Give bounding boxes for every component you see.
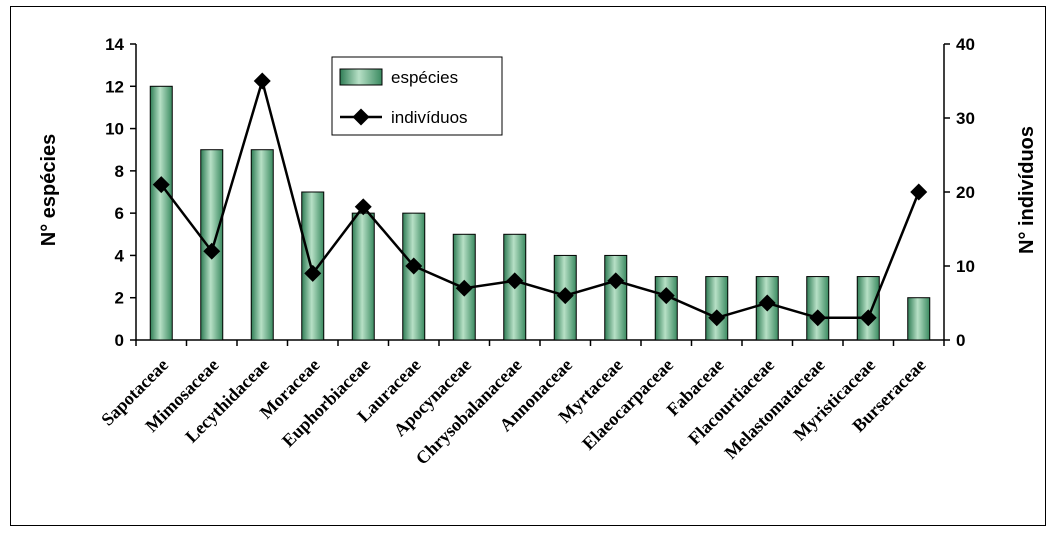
y-tick-label: 14 [105,35,124,54]
y-tick-label: 2 [115,289,124,308]
line-point [910,183,928,201]
legend-marker [352,108,370,126]
line-point [506,272,524,290]
tick-labels: 0 2 4 6 8 10 12 14 0 10 20 30 40 [105,35,975,350]
bar [705,276,729,341]
bar [149,85,173,341]
bar [250,149,274,341]
line-point [304,264,322,282]
y2-axis-title: N° indivíduos [1016,126,1038,254]
line-series [152,72,928,327]
legend: espécies indivíduos [331,56,503,136]
line-point [152,176,170,194]
line-point [405,257,423,275]
bar [907,297,931,341]
category-label: Elaeocarpaceae [578,355,677,454]
bar [402,212,426,341]
y-tick-label: 8 [115,162,124,181]
y-tick-label: 10 [105,120,124,139]
line-point [708,309,726,327]
line-point [354,198,372,216]
bar [604,254,628,341]
line-point [607,272,625,290]
bar [856,276,880,341]
legend-label-especies: espécies [391,68,458,87]
y-tick-label: 0 [115,331,124,350]
y-axis-title: N° espécies [38,134,60,247]
y-tick-label: 4 [115,246,125,265]
bar [654,276,678,341]
category-labels: SapotaceaeMimosaceaeLecythidaceaeMoracea… [97,355,929,469]
bar-series [149,85,931,341]
chart-frame [10,6,1046,526]
y-tick-label: 6 [115,204,124,223]
y2-tick-label: 0 [956,331,965,350]
line-point [455,279,473,297]
legend-label-individuos: indivíduos [391,108,468,127]
bar [351,212,375,341]
y2-tick-label: 40 [956,35,975,54]
category-label: Euphorbiaceae [278,355,374,451]
bar [806,276,830,341]
line-point [758,294,776,312]
legend-bar-swatch [339,68,383,86]
line-path [160,76,920,320]
y2-tick-label: 10 [956,257,975,276]
y2-tick-label: 30 [956,109,975,128]
line-point [556,287,574,305]
line-point [809,309,827,327]
line-point [203,242,221,260]
line-point [657,287,675,305]
line-point [859,309,877,327]
line-point [253,72,271,90]
y-tick-label: 12 [105,77,124,96]
y2-tick-label: 20 [956,183,975,202]
